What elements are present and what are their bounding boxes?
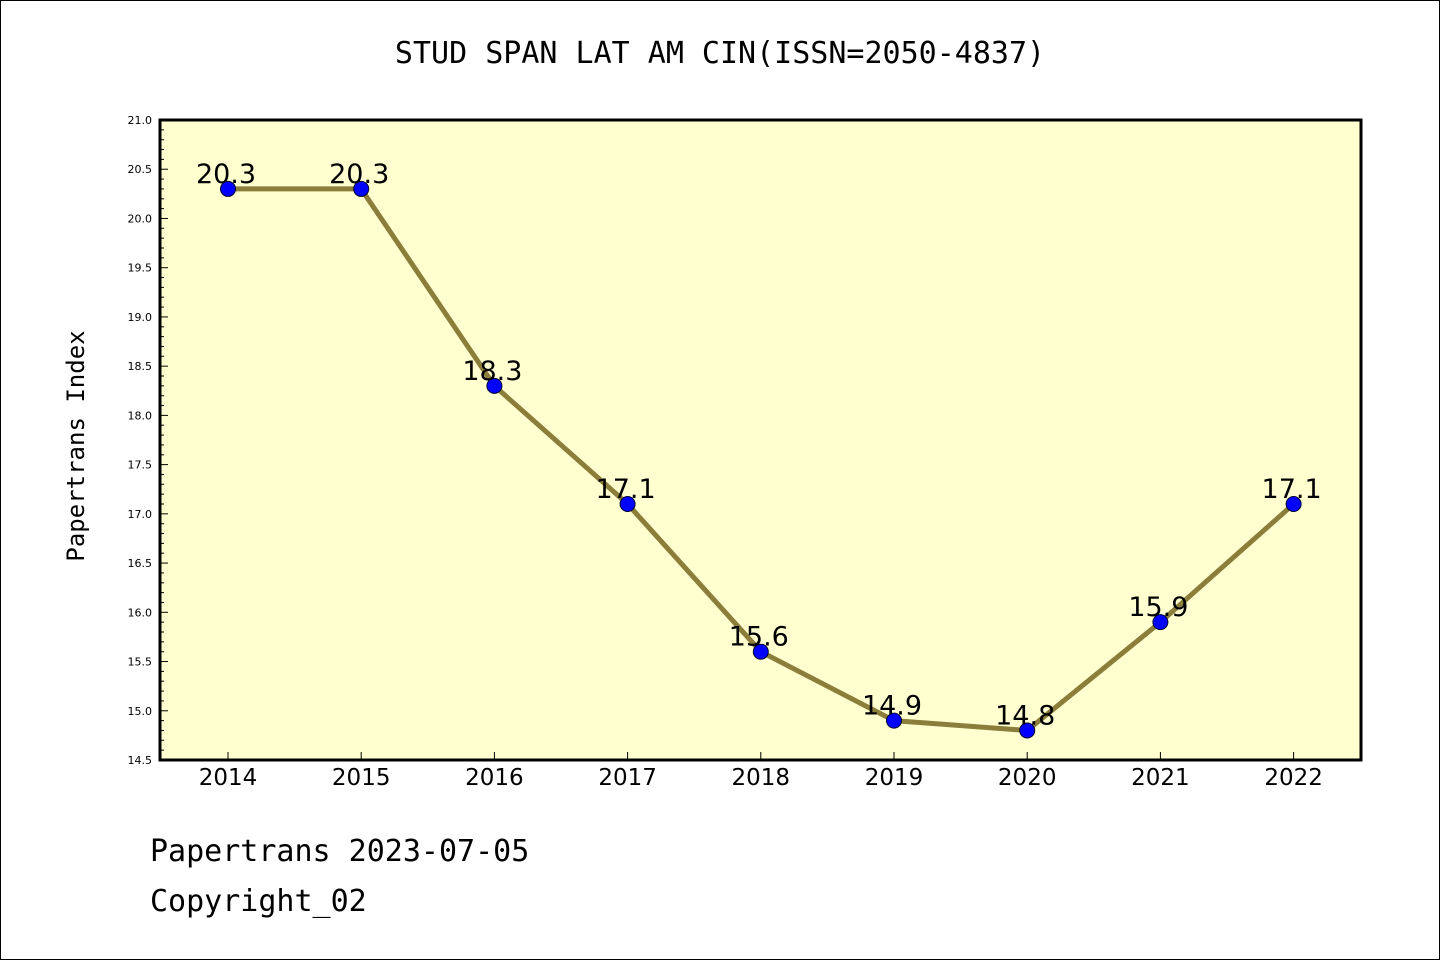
y-tick-label: 21.0 — [128, 114, 153, 127]
data-label: 18.3 — [462, 356, 522, 387]
x-tick-label: 2022 — [1264, 765, 1323, 791]
x-tick-label: 2016 — [465, 765, 524, 791]
data-point — [1285, 496, 1302, 512]
chart-title: STUD SPAN LAT AM CIN(ISSN=2050-4837) — [394, 36, 1046, 71]
x-tick-label: 2020 — [998, 765, 1057, 791]
data-label: 14.8 — [995, 700, 1055, 731]
data-label: 20.3 — [329, 159, 389, 190]
x-axis: 2014 2015 2016 2017 2018 2019 2020 2021 2022 — [199, 752, 1323, 791]
data-label: 14.9 — [862, 691, 922, 722]
data-point — [619, 496, 636, 512]
y-tick-label: 18.5 — [128, 360, 153, 373]
data-points — [220, 180, 1302, 739]
data-point — [353, 180, 370, 197]
y-tick-label: 15.0 — [128, 705, 153, 718]
x-tick-label: 2014 — [199, 765, 258, 791]
data-point — [220, 180, 236, 197]
data-point — [886, 712, 902, 729]
footer-copyright: Copyright_02 — [150, 884, 367, 919]
y-tick-label: 20.0 — [128, 212, 153, 225]
data-label: 17.1 — [596, 474, 656, 505]
x-tick-label: 2017 — [598, 765, 657, 791]
data-point — [1152, 614, 1169, 631]
x-tick-label: 2015 — [332, 765, 391, 791]
y-tick-label: 16.0 — [128, 606, 153, 619]
y-tick-label: 19.5 — [128, 262, 153, 275]
data-point — [1019, 722, 1036, 739]
y-tick-label: 14.5 — [128, 754, 153, 767]
data-labels: 20.3 20.3 18.3 17.1 15.6 14.9 14.8 15.9 17.1 — [196, 159, 1322, 732]
plot-area — [160, 120, 1361, 760]
footer-date: Papertrans 2023-07-05 — [150, 834, 530, 869]
y-tick-label: 19.0 — [128, 311, 153, 324]
y-tick-label: 18.0 — [128, 409, 153, 422]
plot-border — [158, 118, 1363, 762]
y-axis-label: Papertrans Index — [62, 330, 90, 562]
data-label: 15.6 — [729, 622, 789, 653]
data-point — [752, 643, 769, 660]
x-tick-label: 2019 — [865, 765, 924, 791]
data-label: 17.1 — [1262, 474, 1322, 505]
y-tick-label: 16.5 — [128, 557, 153, 570]
data-label: 20.3 — [196, 159, 256, 190]
x-tick-label: 2018 — [732, 765, 791, 791]
y-tick-label: 17.0 — [128, 508, 153, 521]
data-label: 15.9 — [1128, 592, 1188, 623]
y-tick-label: 15.5 — [128, 656, 153, 669]
x-tick-label: 2021 — [1131, 765, 1190, 791]
data-point — [486, 377, 503, 394]
y-tick-label: 17.5 — [128, 459, 153, 472]
y-tick-label: 20.5 — [128, 163, 153, 176]
